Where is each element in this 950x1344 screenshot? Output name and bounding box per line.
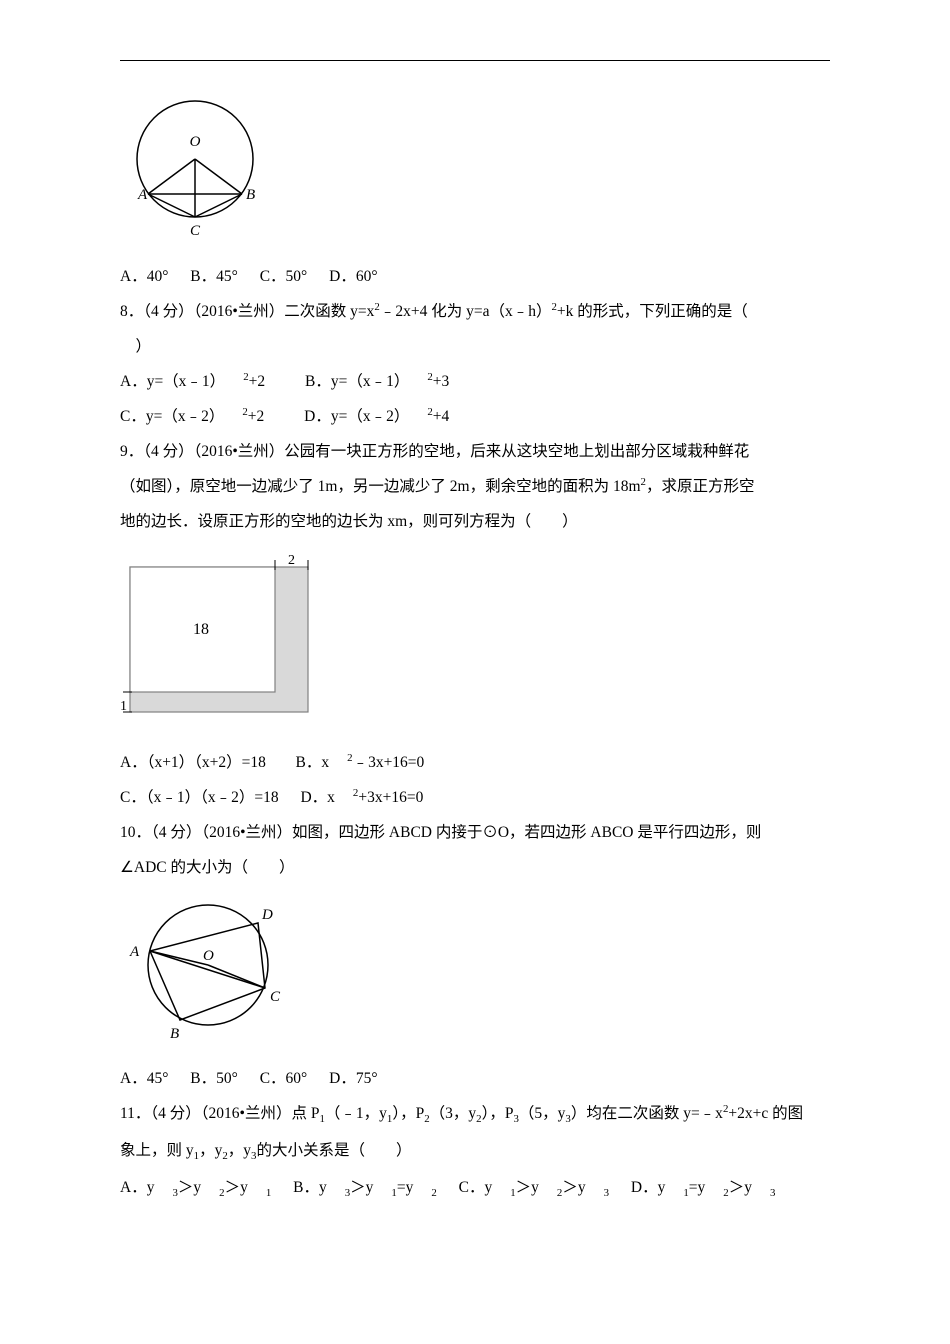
q9-options-row1: A．（x+1）（x+2）=18 B．x2﹣3x+16=0	[120, 747, 830, 778]
q10-line2: ∠ADC 的大小为（ ）	[120, 852, 830, 883]
q9-opt-c: C．（x﹣1）（x﹣2）=18	[120, 782, 279, 813]
q9-label-1: 1	[120, 699, 127, 714]
q11-line1: 11．（4 分）（2016•兰州）点 P1（﹣1，y1），P2（3，y2），P3…	[120, 1098, 830, 1131]
quad-svg: A B C D O	[120, 893, 300, 1043]
q9-line3: 地的边长．设原正方形的空地的边长为 xm，则可列方程为（ ）	[120, 506, 830, 537]
q10-options: A．45° B．50° C．60° D．75°	[120, 1063, 830, 1094]
q8-options-row1: A．y=（x﹣1）2+2 B．y=（x﹣1）2+3	[120, 366, 830, 397]
q10-opt-b: B．50°	[190, 1063, 238, 1094]
q10-O: O	[203, 948, 214, 964]
q11-opt-b: B．y3＞y1=y2	[293, 1172, 437, 1205]
q11-opt-d: D．y1=y2＞y3	[631, 1172, 775, 1205]
q8-pre: 8．（4 分）（2016•兰州）二次函数 y=x	[120, 303, 374, 320]
q7-figure: O A B C	[120, 91, 830, 246]
page-content: O A B C A．40° B．45° C．50° D．60° 8．（4 分）（…	[0, 0, 950, 1248]
q7-options: A．40° B．45° C．50° D．60°	[120, 261, 830, 292]
q10-A: A	[129, 944, 140, 960]
q8-opt-b: B．y=（x﹣1）2+3	[305, 366, 467, 397]
q8-opt-d: D．y=（x﹣2）2+4	[304, 401, 467, 432]
rect-svg: 2 18 1	[120, 552, 330, 722]
q8-opt-a: A．y=（x﹣1）2+2	[120, 366, 283, 397]
q10-D: D	[261, 907, 273, 923]
q7-opt-a: A．40°	[120, 261, 168, 292]
q10-opt-c: C．60°	[260, 1063, 308, 1094]
q10-C: C	[270, 989, 281, 1005]
q8-options-row2: C．y=（x﹣2）2+2 D．y=（x﹣2）2+4	[120, 401, 830, 432]
q11-opt-a: A．y3＞y2＞y1	[120, 1172, 271, 1205]
q9-opt-d: D．x2+3x+16=0	[300, 782, 441, 813]
q9-label-18: 18	[193, 621, 209, 638]
q10-opt-a: A．45°	[120, 1063, 168, 1094]
q9-options-row2: C．（x﹣1）（x﹣2）=18 D．x2+3x+16=0	[120, 782, 830, 813]
label-B: B	[246, 187, 255, 203]
q8-mid2: +k 的形式，下列正确的是（	[557, 303, 748, 320]
circle-svg: O A B C	[120, 91, 270, 241]
q8-text-end: ）	[120, 331, 830, 362]
q10-B: B	[170, 1026, 179, 1042]
q8-text: 8．（4 分）（2016•兰州）二次函数 y=x2﹣2x+4 化为 y=a（x﹣…	[120, 296, 830, 327]
header-rule	[120, 60, 830, 61]
q8-end: ）	[136, 338, 152, 355]
q9-label-2: 2	[288, 553, 295, 568]
q7-opt-c: C．50°	[260, 261, 308, 292]
q9-line1: 9．（4 分）（2016•兰州）公园有一块正方形的空地，后来从这块空地上划出部分…	[120, 436, 830, 467]
q9-opt-a: A．（x+1）（x+2）=18	[120, 747, 266, 778]
q11-opt-c: C．y1＞y2＞y3	[459, 1172, 609, 1205]
label-O: O	[190, 134, 201, 150]
q7-opt-b: B．45°	[190, 261, 238, 292]
label-C: C	[190, 223, 201, 239]
q7-opt-d: D．60°	[329, 261, 377, 292]
label-A: A	[137, 187, 148, 203]
q9-figure: 2 18 1	[120, 552, 830, 727]
q8-mid1: ﹣2x+4 化为 y=a（x﹣h）	[380, 303, 552, 320]
q11-line2: 象上，则 y1，y2，y3的大小关系是（ ）	[120, 1135, 830, 1168]
q10-figure: A B C D O	[120, 893, 830, 1048]
q9-opt-b: B．x2﹣3x+16=0	[296, 747, 443, 778]
q9-line2: （如图），原空地一边减少了 1m，另一边减少了 2m，剩余空地的面积为 18m2…	[120, 471, 830, 502]
q10-line1: 10．（4 分）（2016•兰州）如图，四边形 ABCD 内接于⊙O，若四边形 …	[120, 817, 830, 848]
q11-options: A．y3＞y2＞y1 B．y3＞y1=y2 C．y1＞y2＞y3 D．y1=y2…	[120, 1172, 830, 1205]
q8-opt-c: C．y=（x﹣2）2+2	[120, 401, 282, 432]
q10-opt-d: D．75°	[329, 1063, 377, 1094]
